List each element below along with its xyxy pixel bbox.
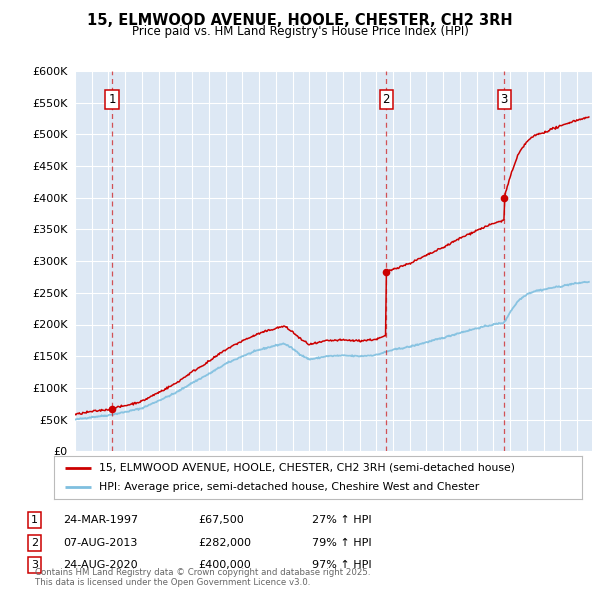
Text: £400,000: £400,000 <box>198 560 251 570</box>
Text: 2: 2 <box>31 538 38 548</box>
Text: 24-MAR-1997: 24-MAR-1997 <box>63 516 138 525</box>
Text: Price paid vs. HM Land Registry's House Price Index (HPI): Price paid vs. HM Land Registry's House … <box>131 25 469 38</box>
Text: 97% ↑ HPI: 97% ↑ HPI <box>312 560 371 570</box>
Text: Contains HM Land Registry data © Crown copyright and database right 2025.
This d: Contains HM Land Registry data © Crown c… <box>35 568 370 587</box>
Text: 79% ↑ HPI: 79% ↑ HPI <box>312 538 371 548</box>
Text: 27% ↑ HPI: 27% ↑ HPI <box>312 516 371 525</box>
Text: £67,500: £67,500 <box>198 516 244 525</box>
Text: 2: 2 <box>383 93 390 106</box>
Text: 1: 1 <box>109 93 116 106</box>
Text: 15, ELMWOOD AVENUE, HOOLE, CHESTER, CH2 3RH: 15, ELMWOOD AVENUE, HOOLE, CHESTER, CH2 … <box>87 13 513 28</box>
Text: £282,000: £282,000 <box>198 538 251 548</box>
Text: 24-AUG-2020: 24-AUG-2020 <box>63 560 137 570</box>
Text: 3: 3 <box>31 560 38 570</box>
Text: 1: 1 <box>31 516 38 525</box>
Text: HPI: Average price, semi-detached house, Cheshire West and Chester: HPI: Average price, semi-detached house,… <box>99 482 479 492</box>
Text: 3: 3 <box>500 93 508 106</box>
Text: 15, ELMWOOD AVENUE, HOOLE, CHESTER, CH2 3RH (semi-detached house): 15, ELMWOOD AVENUE, HOOLE, CHESTER, CH2 … <box>99 463 515 473</box>
Text: 07-AUG-2013: 07-AUG-2013 <box>63 538 137 548</box>
